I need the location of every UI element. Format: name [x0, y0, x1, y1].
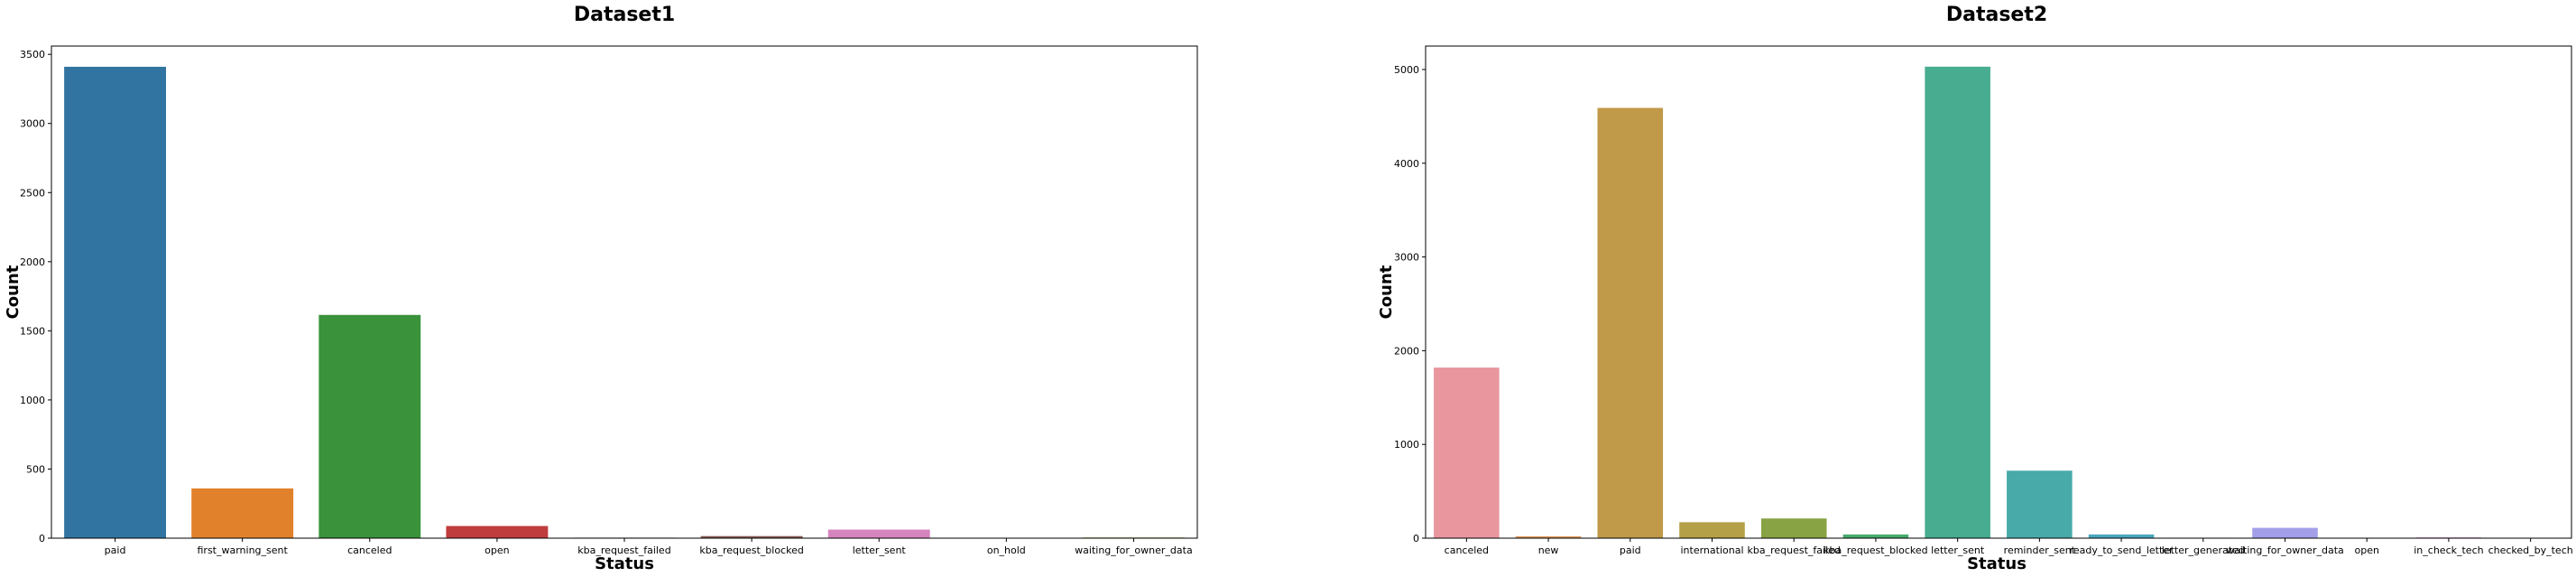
y-tick-label: 3500 [20, 49, 45, 60]
x-tick-label: open [485, 544, 509, 556]
y-tick-label: 3000 [20, 118, 45, 130]
bar-reminder-sent [2007, 470, 2073, 538]
chart-dataset1: Dataset1 0 500 1000 1500 2000 2500 3000 3500 pa… [4, 4, 1198, 573]
bar-kba-request-failed [1760, 518, 1827, 538]
bar-kba-request-blocked [1842, 534, 1909, 538]
y-tick-label: 0 [1413, 533, 1419, 544]
x-tick-label: international [1680, 544, 1743, 556]
y-tick-label: 2000 [20, 256, 45, 268]
x-tick-label: letter_sent [1931, 544, 1985, 556]
x-tick-label: letter_generated [2162, 544, 2245, 556]
x-tick-label: waiting_for_owner_data [2226, 544, 2344, 556]
bar-open [446, 526, 549, 538]
x-tick-label: kba_request_blocked [699, 544, 803, 556]
bar-group [1434, 66, 2563, 539]
x-axis-label: Status [1967, 554, 2027, 573]
y-tick-label: 2000 [1394, 345, 1419, 357]
x-tick-label: kba_request_failed [577, 544, 670, 556]
x-tick-label: paid [1620, 544, 1641, 556]
y-tick-label: 1000 [20, 395, 45, 406]
plot-frame [51, 45, 1198, 539]
y-tick-label: 1500 [20, 325, 45, 337]
bar-kba-request-blocked [700, 535, 803, 538]
y-tick-label: 0 [39, 533, 45, 544]
y-tick-label: 4000 [1394, 158, 1419, 170]
x-tick-label: in_check_tech [2414, 544, 2483, 556]
x-tick-label: checked_by_tech [2488, 544, 2573, 556]
plot-frame [1425, 45, 2572, 539]
x-tick-label: open [2354, 544, 2378, 556]
x-tick-label: waiting_for_owner_data [1075, 544, 1193, 556]
y-tick-label: 2500 [20, 187, 45, 199]
x-tick-label: kba_request_failed [1748, 544, 1841, 556]
x-tick-label: reminder_sent [2004, 544, 2076, 556]
bar-letter-sent [827, 529, 930, 538]
y-tick-label: 500 [26, 463, 45, 475]
y-tick-label: 5000 [1394, 64, 1419, 76]
bar-ready-to-send-letter [2088, 534, 2155, 538]
x-tick-label: canceled [1445, 544, 1489, 556]
bar-waiting-for-owner-data [2252, 527, 2318, 538]
bar-canceled [1434, 368, 1500, 538]
x-tick-label: letter_sent [853, 544, 907, 556]
y-axis-label: Count [1377, 265, 1396, 319]
bar-canceled [319, 314, 421, 538]
x-tick-label: ready_to_send_letter [2070, 544, 2174, 556]
x-axis-ticks: paid first_warning_sent canceled open kba_re… [105, 538, 1193, 556]
y-tick-label: 3000 [1394, 252, 1419, 264]
y-axis-label: Count [4, 265, 23, 319]
x-tick-label: new [1538, 544, 1559, 556]
x-tick-label: on_hold [987, 544, 1026, 556]
bar-first-warning-sent [191, 488, 294, 538]
bar-new [1515, 535, 1582, 538]
y-axis-ticks: 0 500 1000 1500 2000 2500 3000 3500 [20, 49, 51, 544]
x-axis-label: Status [595, 554, 654, 573]
bar-paid [64, 66, 166, 538]
bar-international [1679, 522, 1745, 538]
chart-title: Dataset1 [574, 4, 675, 26]
y-tick-label: 1000 [1394, 439, 1419, 451]
bar-group [64, 66, 1185, 538]
x-tick-label: paid [105, 544, 126, 556]
x-tick-label: first_warning_sent [198, 544, 289, 556]
x-axis-ticks: canceled new paid international kba_request_… [1445, 538, 2573, 556]
chart-dataset2: Dataset2 0 1000 2000 3000 4000 5000 canceled n… [1377, 4, 2573, 573]
bar-paid [1597, 107, 1664, 538]
x-tick-label: kba_request_blocked [1824, 544, 1927, 556]
chart-title: Dataset2 [1946, 4, 2047, 26]
bar-letter-sent [1925, 66, 1990, 539]
y-axis-ticks: 0 1000 2000 3000 4000 5000 [1394, 64, 1426, 544]
x-tick-label: canceled [347, 544, 392, 556]
